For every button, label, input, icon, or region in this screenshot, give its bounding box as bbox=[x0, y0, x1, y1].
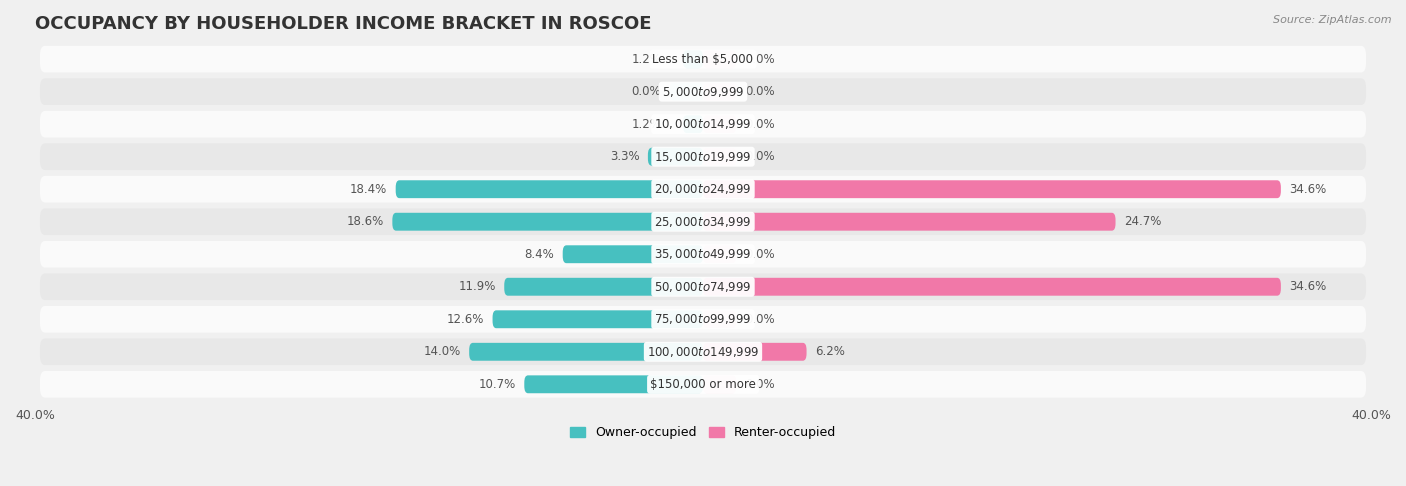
FancyBboxPatch shape bbox=[703, 180, 1281, 198]
FancyBboxPatch shape bbox=[703, 50, 737, 68]
Text: Less than $5,000: Less than $5,000 bbox=[652, 52, 754, 66]
Text: 0.0%: 0.0% bbox=[745, 118, 775, 131]
Text: $20,000 to $24,999: $20,000 to $24,999 bbox=[654, 182, 752, 196]
Text: 11.9%: 11.9% bbox=[458, 280, 496, 293]
Text: 3.3%: 3.3% bbox=[610, 150, 640, 163]
Text: Source: ZipAtlas.com: Source: ZipAtlas.com bbox=[1274, 15, 1392, 25]
Text: $50,000 to $74,999: $50,000 to $74,999 bbox=[654, 280, 752, 294]
FancyBboxPatch shape bbox=[492, 311, 703, 328]
Text: $5,000 to $9,999: $5,000 to $9,999 bbox=[662, 85, 744, 99]
FancyBboxPatch shape bbox=[703, 375, 737, 393]
FancyBboxPatch shape bbox=[39, 176, 1367, 203]
FancyBboxPatch shape bbox=[703, 343, 807, 361]
Text: 34.6%: 34.6% bbox=[1289, 280, 1326, 293]
Text: $10,000 to $14,999: $10,000 to $14,999 bbox=[654, 117, 752, 131]
FancyBboxPatch shape bbox=[524, 375, 703, 393]
Text: 10.7%: 10.7% bbox=[478, 378, 516, 391]
FancyBboxPatch shape bbox=[39, 338, 1367, 365]
Text: 0.0%: 0.0% bbox=[745, 85, 775, 98]
Text: 0.0%: 0.0% bbox=[745, 248, 775, 261]
Text: 24.7%: 24.7% bbox=[1123, 215, 1161, 228]
FancyBboxPatch shape bbox=[39, 274, 1367, 300]
Legend: Owner-occupied, Renter-occupied: Owner-occupied, Renter-occupied bbox=[565, 421, 841, 444]
FancyBboxPatch shape bbox=[703, 245, 737, 263]
FancyBboxPatch shape bbox=[703, 148, 737, 166]
FancyBboxPatch shape bbox=[39, 241, 1367, 268]
FancyBboxPatch shape bbox=[648, 148, 703, 166]
Text: $15,000 to $19,999: $15,000 to $19,999 bbox=[654, 150, 752, 164]
Text: OCCUPANCY BY HOUSEHOLDER INCOME BRACKET IN ROSCOE: OCCUPANCY BY HOUSEHOLDER INCOME BRACKET … bbox=[35, 15, 651, 33]
Text: 0.0%: 0.0% bbox=[745, 150, 775, 163]
Text: 1.2%: 1.2% bbox=[631, 52, 661, 66]
Text: 6.2%: 6.2% bbox=[815, 345, 845, 358]
FancyBboxPatch shape bbox=[683, 50, 703, 68]
FancyBboxPatch shape bbox=[505, 278, 703, 295]
Text: 0.0%: 0.0% bbox=[745, 52, 775, 66]
Text: 12.6%: 12.6% bbox=[447, 313, 484, 326]
Text: 0.0%: 0.0% bbox=[745, 313, 775, 326]
Text: 14.0%: 14.0% bbox=[423, 345, 461, 358]
FancyBboxPatch shape bbox=[39, 78, 1367, 105]
FancyBboxPatch shape bbox=[39, 46, 1367, 72]
Text: $25,000 to $34,999: $25,000 to $34,999 bbox=[654, 215, 752, 229]
Text: 18.6%: 18.6% bbox=[347, 215, 384, 228]
FancyBboxPatch shape bbox=[703, 115, 737, 133]
FancyBboxPatch shape bbox=[395, 180, 703, 198]
Text: 18.4%: 18.4% bbox=[350, 183, 387, 196]
FancyBboxPatch shape bbox=[39, 111, 1367, 138]
Text: $100,000 to $149,999: $100,000 to $149,999 bbox=[647, 345, 759, 359]
FancyBboxPatch shape bbox=[669, 83, 703, 101]
FancyBboxPatch shape bbox=[703, 278, 1281, 295]
FancyBboxPatch shape bbox=[392, 213, 703, 231]
Text: 1.2%: 1.2% bbox=[631, 118, 661, 131]
Text: 34.6%: 34.6% bbox=[1289, 183, 1326, 196]
Text: $75,000 to $99,999: $75,000 to $99,999 bbox=[654, 312, 752, 326]
FancyBboxPatch shape bbox=[562, 245, 703, 263]
FancyBboxPatch shape bbox=[39, 208, 1367, 235]
Text: $150,000 or more: $150,000 or more bbox=[650, 378, 756, 391]
Text: 0.0%: 0.0% bbox=[745, 378, 775, 391]
Text: 8.4%: 8.4% bbox=[524, 248, 554, 261]
FancyBboxPatch shape bbox=[39, 306, 1367, 332]
Text: $35,000 to $49,999: $35,000 to $49,999 bbox=[654, 247, 752, 261]
FancyBboxPatch shape bbox=[39, 371, 1367, 398]
FancyBboxPatch shape bbox=[683, 115, 703, 133]
FancyBboxPatch shape bbox=[703, 311, 737, 328]
Text: 0.0%: 0.0% bbox=[631, 85, 661, 98]
FancyBboxPatch shape bbox=[39, 143, 1367, 170]
FancyBboxPatch shape bbox=[703, 213, 1115, 231]
FancyBboxPatch shape bbox=[703, 83, 737, 101]
FancyBboxPatch shape bbox=[470, 343, 703, 361]
